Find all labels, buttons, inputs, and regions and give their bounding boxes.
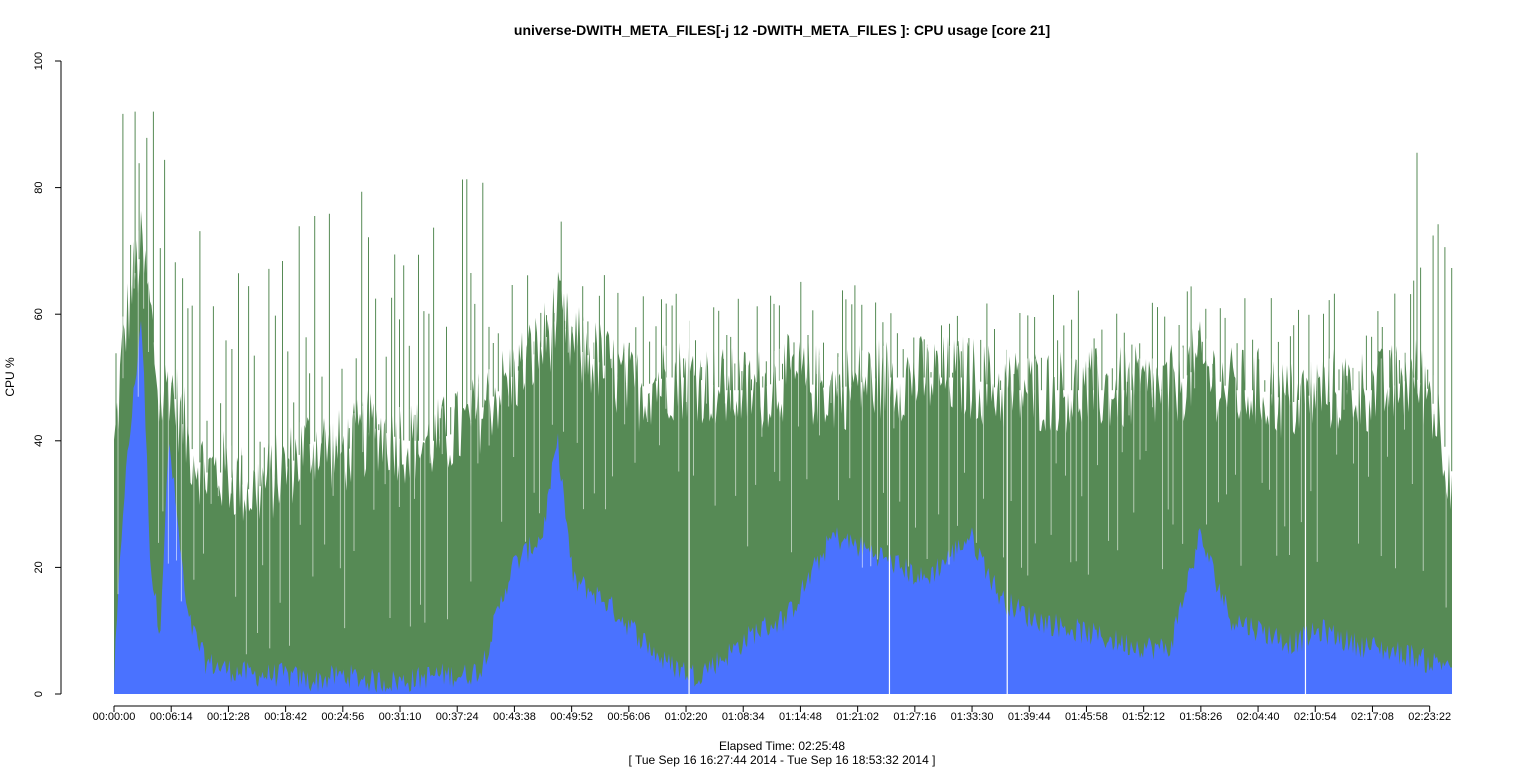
x-tick-label: 00:12:28 [207,711,250,723]
x-tick-label: 02:04:40 [1237,711,1280,723]
plot-area [114,111,1453,695]
x-tick-label: 00:24:56 [321,711,364,723]
sampling-gaps [117,230,1447,694]
x-tick-label: 01:33:30 [951,711,994,723]
x-tick-label: 01:45:58 [1065,711,1108,723]
x-tick-label: 02:17:08 [1351,711,1394,723]
y-tick-label: 80 [33,181,45,193]
x-tick-label: 00:43:38 [493,711,536,723]
y-tick-label: 40 [33,435,45,447]
y-tick-label: 20 [33,561,45,573]
y-tick-label: 0 [33,691,45,697]
chart-title: universe-DWITH_META_FILES[-j 12 -DWITH_M… [514,22,1050,38]
y-tick-label: 60 [33,308,45,320]
x-tick-label: 00:37:24 [436,711,479,723]
x-tick-label: 00:06:14 [150,711,193,723]
x-tick-label: 00:49:52 [550,711,593,723]
x-tick-label: 00:00:00 [93,711,136,723]
x-axis-label: Elapsed Time: 02:25:48 [719,739,845,753]
x-tick-label: 01:02:20 [665,711,708,723]
x-tick-label: 01:14:48 [779,711,822,723]
x-tick-label: 01:27:16 [893,711,936,723]
x-tick-label: 01:39:44 [1008,711,1051,723]
x-tick-label: 00:31:10 [379,711,422,723]
y-axis: 0 20 40 60 80 100 [33,52,62,697]
y-tick-label: 100 [33,52,45,70]
x-tick-label: 01:52:12 [1122,711,1165,723]
x-tick-label: 02:10:54 [1294,711,1337,723]
time-range-label: [ Tue Sep 16 16:27:44 2014 - Tue Sep 16 … [629,753,936,767]
x-tick-label: 02:23:22 [1408,711,1451,723]
system-cpu-area [114,320,1452,694]
x-tick-label: 01:58:26 [1179,711,1222,723]
x-tick-label: 01:21:02 [836,711,879,723]
x-tick-label: 01:08:34 [722,711,765,723]
x-axis: 00:00:00 00:06:14 00:12:28 00:18:42 00:24:56… [93,705,1451,723]
x-tick-label: 00:18:42 [264,711,307,723]
user-cpu-area [114,210,1452,695]
y-axis-label: CPU % [3,357,17,397]
x-tick-label: 00:56:06 [607,711,650,723]
